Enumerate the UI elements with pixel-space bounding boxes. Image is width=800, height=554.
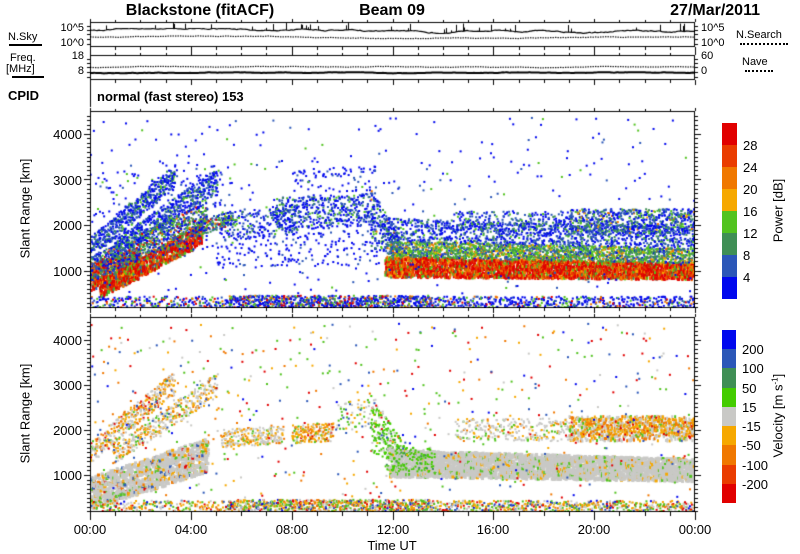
colorbar-segment xyxy=(722,464,736,485)
colorbar-tick-label: -50 xyxy=(742,438,761,454)
velocity-range-tick-3000: 3000 xyxy=(53,378,82,393)
noise-tick-bottom-right: 10^0 xyxy=(701,37,725,49)
velocity-colorbar-title-main: Velocity [m s xyxy=(770,384,786,458)
noise-tick-top-left: 10^5 xyxy=(60,22,84,34)
colorbar-segment xyxy=(722,426,736,446)
x-tick-label-0800: 08:00 xyxy=(275,522,309,537)
freq-tick-bottom: 8 xyxy=(77,65,84,77)
colorbar-tick-label: 50 xyxy=(742,380,757,396)
power-colorbar xyxy=(722,123,737,299)
colorbar-tick-label: 8 xyxy=(743,248,751,263)
x-tick-label-0000b: 00:00 xyxy=(678,522,712,537)
colorbar-segment xyxy=(722,445,736,466)
freq-label-line2: [MHz] xyxy=(6,63,35,75)
date-label: 27/Mar/2011 xyxy=(670,2,760,19)
power-range-axis-title: Slant Range [km] xyxy=(17,158,33,259)
sky-noise-panel-canvas xyxy=(90,22,695,47)
freq-tick-top: 18 xyxy=(71,50,84,62)
beam-label: Beam 09 xyxy=(359,2,425,19)
power-colorbar-title: Power [dB] xyxy=(770,178,786,243)
power-panel-canvas xyxy=(90,111,695,308)
colorbar-tick-label: 100 xyxy=(742,361,764,377)
colorbar-segment xyxy=(722,368,736,389)
colorbar-tick-label: 28 xyxy=(743,138,758,153)
power-range-tick-4000: 4000 xyxy=(53,127,82,142)
cpid-value: normal (fast stereo) 153 xyxy=(97,89,244,104)
colorbar-segment xyxy=(722,387,736,408)
cpid-label: CPID xyxy=(8,88,40,103)
velocity-panel-canvas xyxy=(90,317,695,512)
colorbar-segment xyxy=(722,406,736,427)
nave-legend-line xyxy=(745,70,773,72)
colorbar-segment xyxy=(722,123,737,146)
colorbar-segment xyxy=(722,255,737,278)
velocity-colorbar-title-sup: -1 xyxy=(770,377,780,385)
colorbar-tick-label: 16 xyxy=(743,204,758,219)
velocity-range-axis-title: Slant Range [km] xyxy=(17,363,33,464)
colorbar-tick-label: -15 xyxy=(742,419,761,435)
velocity-colorbar-title-end: ] xyxy=(770,373,786,378)
colorbar-tick-label: 4 xyxy=(743,270,751,285)
frequency-panel-canvas xyxy=(90,55,695,80)
search-noise-legend-label: N.Search xyxy=(736,29,782,41)
x-tick-label-0400: 04:00 xyxy=(174,522,208,537)
velocity-range-tick-2000: 2000 xyxy=(53,423,82,438)
colorbar-segment xyxy=(722,277,737,299)
velocity-colorbar xyxy=(722,330,736,503)
nave-tick-top: 60 xyxy=(701,50,714,62)
freq-label-line1: Freq. xyxy=(10,52,36,64)
search-noise-legend-line xyxy=(740,43,788,45)
colorbar-tick-label: 24 xyxy=(743,160,758,175)
colorbar-segment xyxy=(722,233,737,256)
freq-legend-line xyxy=(12,76,44,78)
time-axis-title: Time UT xyxy=(367,538,417,553)
velocity-colorbar-title: Velocity [m s-1] xyxy=(770,351,785,481)
velocity-range-tick-1000: 1000 xyxy=(53,468,82,483)
colorbar-tick-label: 200 xyxy=(742,342,764,358)
colorbar-segment xyxy=(722,211,737,234)
colorbar-segment xyxy=(722,189,737,212)
noise-tick-bottom-left: 10^0 xyxy=(60,37,84,49)
colorbar-tick-label: 12 xyxy=(743,226,758,241)
x-tick-label-1200: 12:00 xyxy=(376,522,410,537)
colorbar-segment xyxy=(722,483,736,503)
colorbar-segment xyxy=(722,349,736,369)
colorbar-tick-label: 20 xyxy=(743,182,758,197)
velocity-range-tick-4000: 4000 xyxy=(53,333,82,348)
colorbar-segment xyxy=(722,330,736,350)
nave-legend-label: Nave xyxy=(742,56,768,68)
power-range-tick-3000: 3000 xyxy=(53,173,82,188)
colorbar-segment xyxy=(722,167,737,190)
sky-noise-legend-line xyxy=(9,44,42,46)
station-title: Blackstone (fitACF) xyxy=(125,2,275,19)
noise-tick-top-right: 10^5 xyxy=(701,22,725,34)
colorbar-tick-label: -200 xyxy=(742,476,769,492)
nave-tick-bottom: 0 xyxy=(701,65,708,77)
colorbar-tick-label: 15 xyxy=(742,399,757,415)
colorbar-segment xyxy=(722,145,737,168)
x-tick-label-1600: 16:00 xyxy=(476,522,510,537)
colorbar-tick-label: -100 xyxy=(742,457,769,473)
power-range-tick-1000: 1000 xyxy=(53,264,82,279)
sky-noise-legend-label: N.Sky xyxy=(8,31,38,43)
power-range-tick-2000: 2000 xyxy=(53,218,82,233)
x-tick-label-0000a: 00:00 xyxy=(73,522,107,537)
x-tick-label-2000: 20:00 xyxy=(577,522,611,537)
